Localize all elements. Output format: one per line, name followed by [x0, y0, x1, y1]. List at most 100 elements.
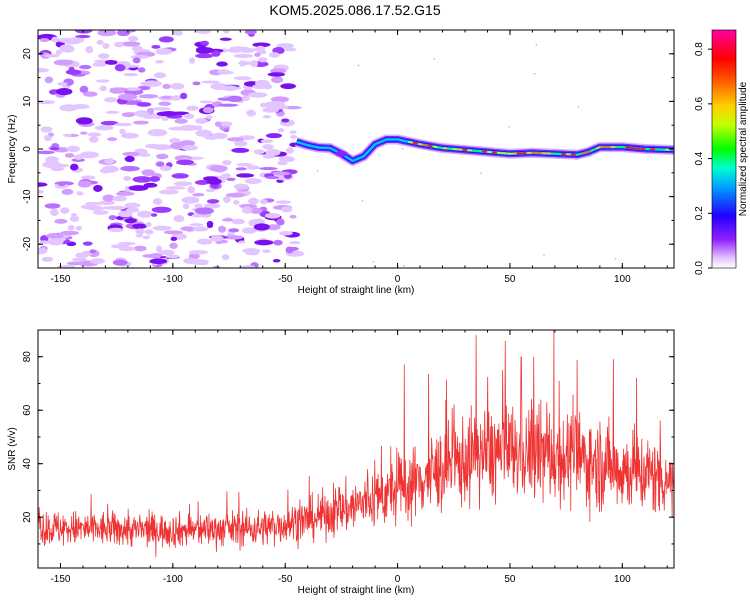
spectrogram-noise-blob	[284, 47, 297, 52]
spectrogram-x-tick-label: -150	[50, 274, 70, 285]
spectrogram-noise-blob	[250, 60, 258, 68]
spectrogram-noise-blob	[66, 145, 80, 153]
spectrogram-noise-blob	[187, 186, 195, 194]
spectrogram-noise-blob	[132, 176, 153, 183]
spectrogram-noise-blob	[109, 87, 129, 92]
spectrogram-noise-blob	[259, 167, 278, 171]
spectrogram-noise-blob	[226, 95, 244, 103]
spectrogram-noise-blob	[132, 223, 147, 229]
snr-y-label: SNR (v/v)	[7, 427, 18, 470]
spectrogram-ridge-blob	[265, 133, 282, 139]
spectrogram-y-label: Frequency (Hz)	[7, 115, 18, 184]
spectrogram-noise-blob	[272, 101, 284, 109]
colorbar-tick-label: 0.6	[694, 96, 705, 110]
spectrogram-noise-blob	[204, 203, 221, 209]
spectrogram-noise-blob	[219, 37, 232, 41]
spectrogram-noise-blob	[101, 165, 119, 173]
spectrogram-x-tick-label: -100	[163, 274, 183, 285]
snr-y-tick-label: 40	[22, 458, 33, 470]
spectrogram-noise-blob	[65, 69, 82, 75]
spectrogram-noise-blob	[134, 245, 147, 252]
spectrogram-noise-blob	[57, 82, 68, 86]
spectrogram-noise-blob	[95, 79, 110, 83]
spectrogram-noise-blob	[118, 93, 138, 101]
spectrogram-noise-blob	[105, 60, 118, 65]
spectrogram-noise-blob	[120, 165, 140, 172]
spectrogram-noise-blob	[201, 80, 220, 84]
spectrogram-ridge-blob	[335, 150, 348, 157]
spectrogram-noise-blob	[226, 137, 244, 142]
spectrogram-noise-blob	[152, 225, 172, 231]
spectrogram-noise-blob	[241, 95, 250, 101]
spectrogram-noise-blob	[147, 128, 168, 137]
spectrogram-speck	[614, 257, 617, 260]
spectrogram-noise-blob	[49, 147, 60, 151]
spectrogram-noise-blob	[278, 155, 295, 163]
spectrogram-speck	[535, 43, 538, 46]
spectrogram-noise-blob	[265, 148, 281, 157]
spectrogram-noise-blob	[117, 210, 133, 218]
spectrogram-noise-blob	[151, 213, 158, 217]
spectrogram-noise-blob	[85, 201, 103, 206]
spectrogram-noise-blob	[262, 115, 272, 119]
spectrogram-noise-blob	[124, 87, 142, 91]
spectrogram-noise-blob	[142, 80, 162, 87]
spectrogram-noise-blob	[248, 197, 259, 205]
spectrogram-noise-blob	[57, 181, 66, 187]
spectrogram-ridge-peak	[585, 150, 591, 154]
spectrogram-ridge-peak	[595, 146, 601, 150]
spectrogram-noise-blob	[38, 182, 48, 187]
spectrogram-noise-blob	[55, 49, 62, 55]
spectrogram-noise-blob	[130, 54, 150, 59]
spectrogram-noise-blob	[143, 182, 158, 188]
snr-x-tick-label: 100	[614, 574, 631, 585]
spectrogram-noise-blob	[272, 171, 291, 176]
spectrogram-speck	[403, 264, 405, 267]
spectrogram-noise-blob	[97, 30, 117, 37]
spectrogram-noise-blob	[115, 191, 135, 196]
spectrogram-noise-blob	[189, 223, 203, 227]
spectrogram-noise-blob	[117, 30, 136, 33]
spectrogram-noise-blob	[262, 144, 274, 150]
spectrogram-noise-blob	[88, 205, 104, 211]
snr-axes: -150 -100 -50 0 50 100 20 40 60 80	[22, 329, 674, 585]
spectrogram-noise-blob	[254, 52, 261, 57]
spectrogram-noise-blob	[70, 213, 78, 217]
spectrogram-noise-blob	[176, 159, 194, 166]
spectrogram-noise-blob	[122, 151, 140, 157]
spectrogram-noise-blob	[107, 158, 114, 162]
spectrogram-ridge-peak	[580, 151, 586, 155]
spectrogram-noise-blob	[114, 122, 133, 127]
spectrogram-noise-blob	[212, 265, 221, 268]
spectrogram-noise-blob	[260, 102, 267, 108]
spectrogram-noise-blob	[132, 120, 149, 125]
spectrogram-image	[38, 30, 674, 268]
spectrogram-noise-blob	[123, 72, 138, 77]
spectrogram-noise-blob	[174, 118, 188, 124]
spectrogram-noise-blob	[264, 212, 281, 219]
spectrogram-noise-blob	[233, 53, 254, 59]
spectrogram-x-tick-label: 0	[395, 274, 401, 285]
spectrogram-noise-blob	[195, 53, 214, 59]
spectrogram-noise-blob	[137, 210, 153, 218]
spectrogram-noise-blob	[249, 207, 263, 214]
spectrogram-noise-blob	[39, 247, 47, 253]
spectrogram-noise-blob	[108, 215, 117, 221]
spectrogram-noise-blob	[221, 173, 231, 178]
spectrogram-noise-blob	[171, 173, 189, 179]
spectrogram-noise-blob	[260, 139, 274, 144]
spectrogram-noise-blob	[79, 151, 99, 159]
spectrogram-noise-blob	[82, 241, 93, 246]
spectrogram-noise-blob	[236, 163, 253, 167]
spectrogram-x-label: Height of straight line (km)	[298, 285, 415, 296]
spectrogram-noise-blob	[192, 81, 201, 86]
spectrogram-noise-blob	[188, 252, 200, 260]
spectrogram-noise-blob	[102, 42, 110, 49]
spectrogram-noise-blob	[205, 115, 213, 120]
spectrogram-noise-blob	[262, 107, 280, 113]
spectrogram-speck	[577, 106, 580, 108]
spectrogram-noise-blob	[151, 107, 171, 111]
spectrogram-noise-blob	[38, 100, 56, 105]
spectrogram-noise-blob	[277, 160, 288, 166]
